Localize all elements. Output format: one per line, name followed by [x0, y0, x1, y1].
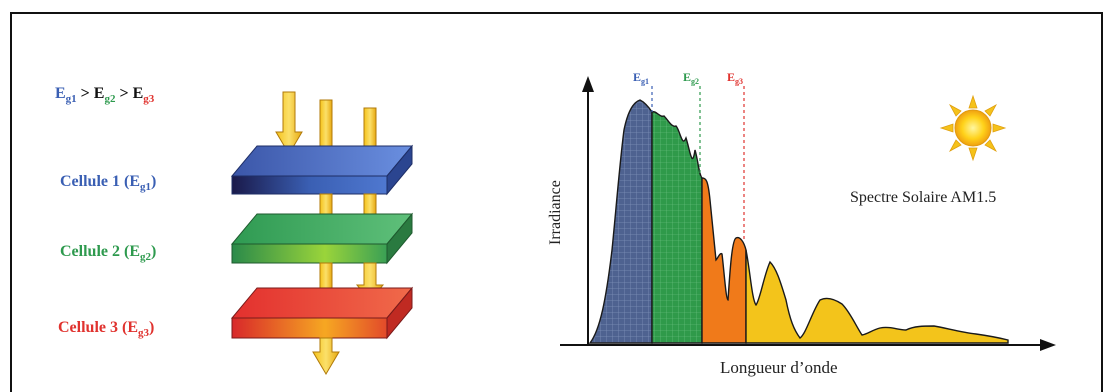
arrow-down-icon: [275, 91, 303, 155]
eg2-marker-label: Eg2: [683, 70, 699, 86]
spectrum-label: Spectre Solaire AM1.5: [850, 189, 996, 206]
y-axis-label: Irradiance: [547, 180, 564, 245]
spectrum-band-eg3: [701, 177, 747, 344]
cell-2-slab: [230, 212, 414, 265]
cell-1-slab: [230, 144, 414, 196]
cell-1-label: Cellule 1 (Eg1): [60, 173, 156, 193]
figure-frame: [10, 12, 1103, 392]
eg1-marker-label: Eg1: [633, 70, 649, 86]
spectrum-band-low: [745, 249, 1009, 344]
cell-3-slab: [230, 286, 414, 340]
spectrum-band-eg1: [588, 99, 653, 344]
x-axis-arrow-icon: [1040, 339, 1056, 351]
spectrum-chart: Eg1 Eg2 Eg3 Irradiance Longueur d’onde S…: [547, 70, 1056, 377]
exit-arrow-icon: [312, 337, 340, 375]
cell-3-label: Cellule 3 (Eg3): [58, 319, 154, 339]
cell-2-label: Cellule 2 (Eg2): [60, 243, 156, 263]
sun-icon: [939, 94, 1007, 162]
spectrum-band-eg2: [651, 110, 703, 344]
bandgap-inequality: Eg1 > Eg2 > Eg3: [55, 85, 155, 105]
x-axis-label: Longueur d’onde: [720, 358, 838, 377]
eg3-marker-label: Eg3: [727, 70, 743, 86]
y-axis-arrow-icon: [582, 76, 594, 92]
